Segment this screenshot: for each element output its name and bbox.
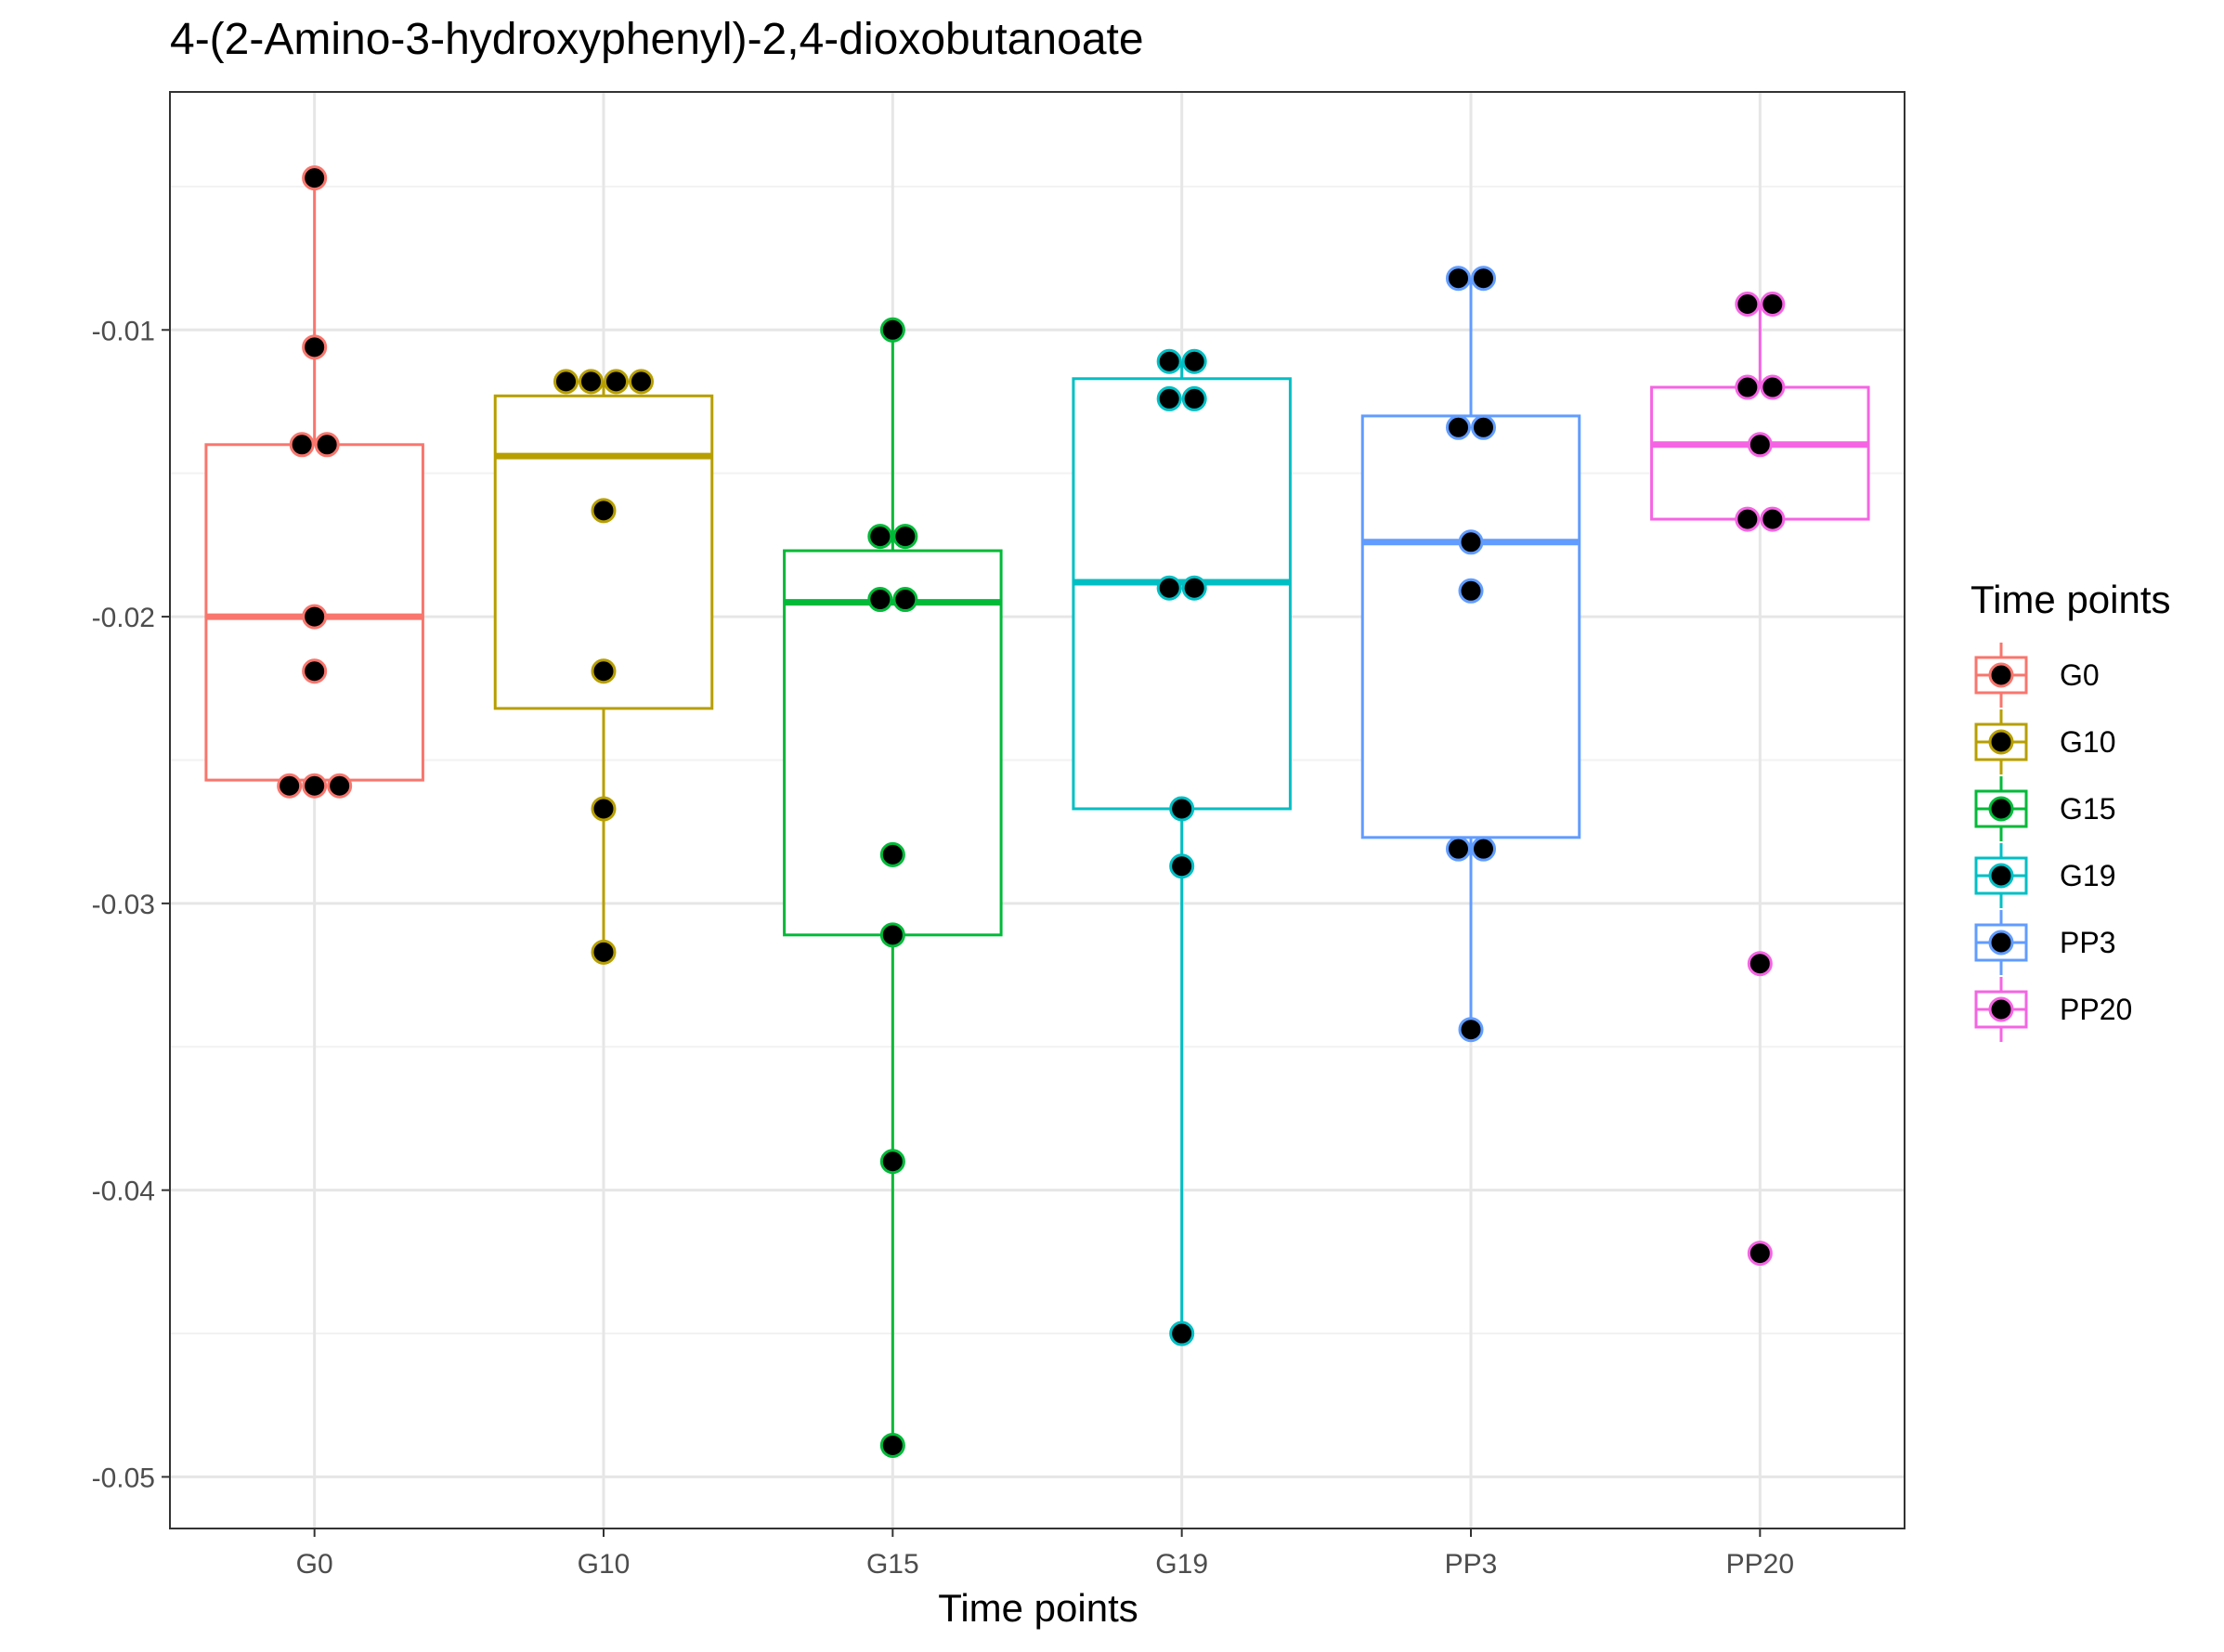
point-layer xyxy=(277,165,1786,1458)
data-point-g0 xyxy=(302,334,328,360)
data-point-pp20 xyxy=(1747,432,1773,458)
data-point-g15 xyxy=(892,587,918,613)
data-point-g19 xyxy=(1169,853,1195,879)
box-g10 xyxy=(493,394,714,710)
data-point-g19 xyxy=(1181,385,1207,411)
x-tick-label: G10 xyxy=(578,1549,631,1580)
data-point-g10 xyxy=(579,369,604,395)
x-tick-label: G15 xyxy=(866,1549,919,1580)
legend-key-point-g19 xyxy=(1988,863,2014,889)
data-point-pp3 xyxy=(1471,836,1496,862)
data-point-pp3 xyxy=(1458,578,1484,604)
data-point-pp3 xyxy=(1446,836,1471,862)
data-point-pp3 xyxy=(1446,414,1471,440)
data-point-pp3 xyxy=(1471,266,1496,292)
x-tick-label: PP20 xyxy=(1726,1549,1794,1580)
data-point-pp20 xyxy=(1747,1241,1773,1267)
legend-label-g15: G15 xyxy=(2060,792,2115,826)
data-point-pp3 xyxy=(1458,1017,1484,1043)
data-point-g15 xyxy=(892,524,918,550)
y-tick-label: -0.05 xyxy=(92,1463,155,1493)
legend: Time points G0 G10 G15 G19 PP3 PP20 xyxy=(1970,578,2171,1042)
data-point-g10 xyxy=(629,369,654,395)
legend-label-g19: G19 xyxy=(2060,859,2115,892)
data-point-g10 xyxy=(553,369,579,395)
data-point-g0 xyxy=(327,773,353,799)
box-layer xyxy=(204,177,1870,1446)
box-pp3 xyxy=(1360,414,1581,839)
x-tick-label: PP3 xyxy=(1445,1549,1498,1580)
data-point-g15 xyxy=(867,587,893,613)
data-point-g0 xyxy=(302,165,328,191)
data-point-pp20 xyxy=(1735,291,1761,317)
box-g15 xyxy=(783,549,1003,937)
data-point-pp3 xyxy=(1446,266,1471,292)
legend-key-point-g15 xyxy=(1988,796,2014,822)
grid-layer xyxy=(170,92,1905,1528)
data-point-g0 xyxy=(302,604,328,630)
legend-label-g0: G0 xyxy=(2060,658,2100,692)
data-point-g0 xyxy=(314,432,340,458)
data-point-g15 xyxy=(867,524,893,550)
data-point-g10 xyxy=(591,498,617,524)
data-point-pp3 xyxy=(1458,529,1484,555)
data-point-g10 xyxy=(591,796,617,822)
data-point-pp20 xyxy=(1747,951,1773,977)
x-tick-label: G0 xyxy=(296,1549,333,1580)
data-point-g0 xyxy=(277,773,303,799)
data-point-g19 xyxy=(1156,575,1182,601)
data-point-pp3 xyxy=(1471,414,1496,440)
legend-label-pp3: PP3 xyxy=(2060,926,2115,959)
data-point-g15 xyxy=(879,922,905,948)
y-tick-label: -0.02 xyxy=(92,603,155,633)
legend-key-point-pp20 xyxy=(1988,996,2014,1022)
data-point-g19 xyxy=(1156,348,1182,374)
data-point-g19 xyxy=(1169,1320,1195,1346)
data-point-pp20 xyxy=(1760,291,1786,317)
box-g19 xyxy=(1072,377,1292,811)
legend-title: Time points xyxy=(1970,578,2171,621)
y-tick-label: -0.04 xyxy=(92,1177,155,1207)
legend-key-point-pp3 xyxy=(1988,930,2014,956)
data-point-g19 xyxy=(1181,348,1207,374)
data-point-g19 xyxy=(1169,796,1195,822)
panel-border xyxy=(169,91,1905,1529)
legend-key-point-g0 xyxy=(1988,662,2014,688)
data-point-pp20 xyxy=(1735,506,1761,532)
data-point-pp20 xyxy=(1760,374,1786,400)
data-point-g15 xyxy=(879,317,905,343)
data-point-g10 xyxy=(591,939,617,965)
legend-key-point-g10 xyxy=(1988,729,2014,755)
data-point-g0 xyxy=(302,773,328,799)
data-point-g10 xyxy=(591,658,617,684)
data-point-pp20 xyxy=(1760,506,1786,532)
data-point-g0 xyxy=(302,658,328,684)
data-point-pp20 xyxy=(1735,374,1761,400)
legend-label-pp20: PP20 xyxy=(2060,993,2132,1026)
x-tick-label: G19 xyxy=(1155,1549,1208,1580)
data-point-g15 xyxy=(879,1149,905,1175)
axis-layer: -0.05 -0.04 -0.03 -0.02 -0.01 G0 G10 G15 G19 PP3 P… xyxy=(92,316,1794,1580)
data-point-g15 xyxy=(879,841,905,867)
x-axis-label: Time points xyxy=(938,1586,1138,1630)
y-tick-label: -0.01 xyxy=(92,316,155,346)
y-tick-label: -0.03 xyxy=(92,890,155,920)
data-point-g0 xyxy=(289,432,315,458)
data-point-g10 xyxy=(604,369,629,395)
data-point-g19 xyxy=(1181,575,1207,601)
data-point-g19 xyxy=(1156,385,1182,411)
legend-label-g10: G10 xyxy=(2060,725,2115,759)
chart-title: 4-(2-Amino-3-hydroxyphenyl)-2,4-dioxobut… xyxy=(170,15,1144,64)
data-point-g15 xyxy=(879,1432,905,1458)
